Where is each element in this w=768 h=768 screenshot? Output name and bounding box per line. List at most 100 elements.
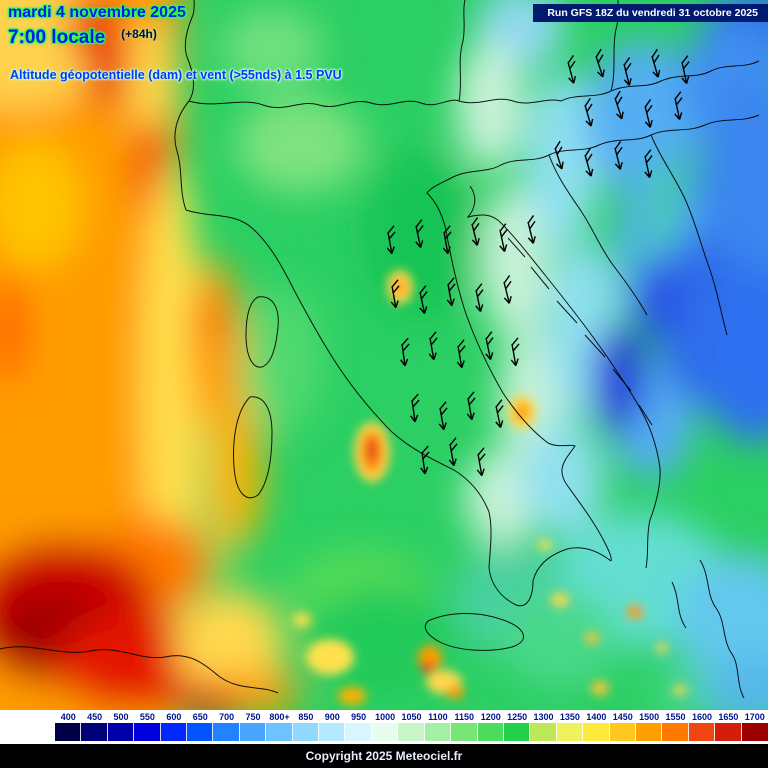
scale-value: 1300 (533, 712, 554, 722)
coastline-sardinia (233, 396, 273, 499)
coastline-greece (671, 559, 745, 699)
border-serbia (650, 134, 728, 336)
copyright-link[interactable]: Copyright 2025 Meteociel.fr (305, 749, 463, 763)
scale-swatch (503, 723, 531, 741)
scale-cell: 950 (345, 711, 372, 741)
coastline-corsica (245, 296, 279, 368)
scale-value: 1100 (428, 712, 448, 722)
scale-cell: 400 (55, 711, 82, 741)
scale-cell: 1600 (688, 711, 716, 741)
scale-swatch (741, 723, 768, 741)
border-alps (188, 98, 562, 109)
scale-swatch (187, 723, 214, 741)
map-subtitle: Altitude géopotentielle (dam) et vent (>… (10, 68, 342, 82)
scale-swatch (688, 723, 716, 741)
scale-value: 600 (166, 712, 182, 722)
scale-swatch (715, 723, 742, 741)
scale-value: 750 (245, 712, 261, 722)
scale-swatch (398, 723, 425, 741)
scale-value: 1000 (375, 712, 396, 722)
scale-swatch (345, 723, 372, 741)
scale-cell: 800+ (266, 711, 293, 741)
scale-cell: 750 (239, 711, 267, 741)
scale-swatch (530, 723, 557, 741)
scale-cell: 450 (81, 711, 108, 741)
adriatic-islands (507, 237, 653, 426)
scale-swatch (635, 723, 663, 741)
scale-value: 1650 (718, 712, 739, 722)
scale-value: 1700 (744, 712, 765, 722)
scale-cell: 1150 (451, 711, 478, 741)
scale-cell: 700 (213, 711, 240, 741)
scale-cell: 1400 (583, 711, 610, 741)
map-area (0, 0, 768, 710)
scale-cell: 1300 (530, 711, 557, 741)
model-run-label: Run GFS 18Z du vendredi 31 octobre 2025 (533, 4, 768, 22)
scale-swatch (662, 723, 689, 741)
scale-cell: 1450 (609, 711, 636, 741)
coastline-gulf-of-lion (0, 646, 279, 694)
scale-cell: 1500 (635, 711, 663, 741)
scale-swatch (266, 723, 293, 741)
scale-swatch (81, 723, 108, 741)
scale-value: 1200 (480, 712, 501, 722)
scale-swatch (424, 723, 452, 741)
scale-cell: 1650 (715, 711, 742, 741)
scale-swatch (239, 723, 267, 741)
scale-cell: 1700 (741, 711, 768, 741)
scale-swatch (609, 723, 636, 741)
scale-value: 850 (298, 712, 314, 722)
scale-value: 1550 (665, 712, 686, 722)
coastline-italy-west (185, 209, 612, 607)
scale-cell: 850 (292, 711, 320, 741)
scale-value: 400 (60, 712, 76, 722)
geopotential-map (0, 0, 768, 710)
scale-cell: 1100 (424, 711, 452, 741)
scale-value: 950 (351, 712, 367, 722)
scale-swatch (160, 723, 188, 741)
scale-value: 1400 (586, 712, 607, 722)
scale-value: 1600 (691, 712, 712, 722)
scale-cell: 1200 (477, 711, 504, 741)
field-detail-layer (293, 270, 687, 705)
color-scale: 400 450 500 550 600 650 700 750 800+ 850 900 950 100… (0, 710, 768, 744)
scale-swatch (556, 723, 584, 741)
scale-cell: 1350 (556, 711, 584, 741)
scale-swatch (319, 723, 346, 741)
scale-cell: 600 (160, 711, 188, 741)
scale-value: 1450 (612, 712, 633, 722)
scale-swatch (55, 723, 82, 741)
scale-cell: 900 (319, 711, 346, 741)
border-bosnia (548, 154, 648, 316)
scale-cell: 500 (107, 711, 135, 741)
scale-cell: 1250 (503, 711, 531, 741)
coastline-sicily (424, 613, 524, 651)
forecast-time-label: 7:00 locale (8, 27, 106, 48)
scale-swatch (477, 723, 504, 741)
border-austria-west (458, 0, 466, 102)
scale-swatch (583, 723, 610, 741)
scale-value: 450 (87, 712, 103, 722)
footer-bar: Copyright 2025 Meteociel.fr (0, 744, 768, 768)
scale-cell: 1000 (371, 711, 399, 741)
scale-value: 550 (139, 712, 155, 722)
field-smooth-layer (0, 0, 768, 710)
scale-value: 800+ (269, 712, 290, 722)
scale-cell: 1050 (398, 711, 425, 741)
scale-swatch (371, 723, 399, 741)
scale-value: 1050 (401, 712, 422, 722)
scale-value: 700 (219, 712, 235, 722)
scale-value: 1500 (639, 712, 660, 722)
border-hungary (560, 60, 760, 102)
scale-bar: 400 450 500 550 600 650 700 750 800+ 850 900 950 100… (55, 711, 768, 741)
scale-value: 650 (192, 712, 208, 722)
scale-swatch (134, 723, 161, 741)
forecast-time: 7:00 locale (+84h) (8, 27, 157, 49)
scale-value: 1350 (559, 712, 580, 722)
scale-value: 500 (113, 712, 129, 722)
border-north-balkans (452, 114, 760, 178)
scale-value: 1150 (454, 712, 475, 722)
scale-value: 1250 (507, 712, 528, 722)
scale-swatch (107, 723, 135, 741)
